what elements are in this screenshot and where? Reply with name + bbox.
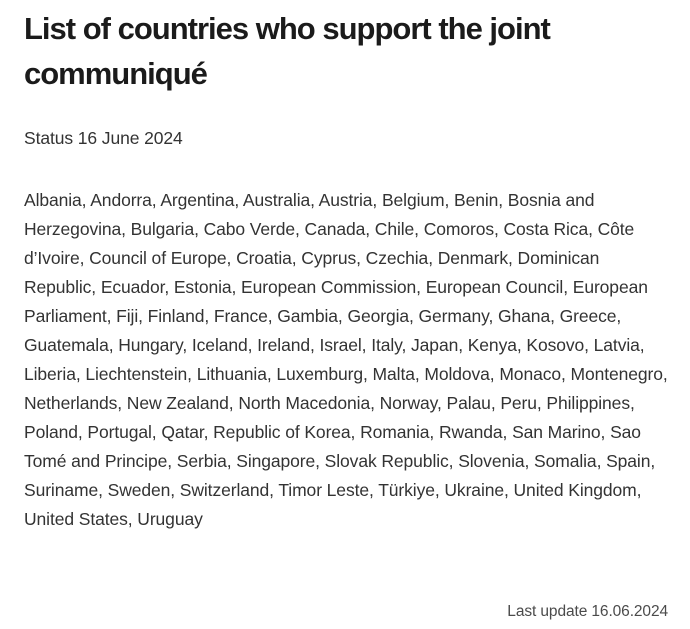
status-date-line: Status 16 June 2024	[24, 128, 183, 148]
page-title: List of countries who support the joint …	[24, 11, 551, 91]
last-update-label: Last update 16.06.2024	[507, 603, 668, 620]
countries-list-paragraph: Albania, Andorra, Argentina, Australia, …	[24, 190, 668, 529]
